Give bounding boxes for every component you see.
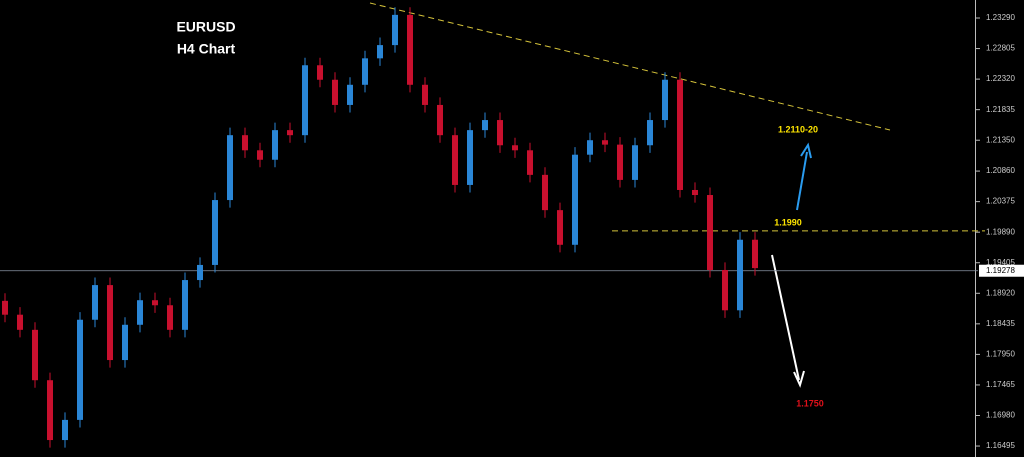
candle-body [347, 84, 353, 105]
y-tick-label: 1.21835 [986, 105, 1015, 114]
candle-body [77, 319, 83, 420]
candle-body [212, 200, 218, 265]
candle-body [557, 210, 563, 245]
candle-body [647, 120, 653, 146]
candle-body [287, 130, 293, 136]
candle-body [692, 189, 698, 196]
y-tick-label: 1.16980 [986, 411, 1015, 420]
candle-body [122, 324, 128, 361]
candle-body [677, 79, 683, 190]
candle-body [47, 380, 53, 441]
y-tick-label: 1.19890 [986, 227, 1015, 236]
candle-body [182, 280, 188, 330]
candle-body [752, 239, 758, 269]
candle-body [32, 329, 38, 381]
arrow-down [771, 254, 800, 381]
candle-body [302, 65, 308, 136]
y-tick-label: 1.16495 [986, 441, 1015, 450]
candle-body [107, 285, 113, 361]
candle-body [167, 305, 173, 330]
candle-body [152, 300, 158, 306]
candle-body [62, 419, 68, 441]
chart-subtitle: H4 Chart [177, 41, 236, 57]
candle-body [392, 14, 398, 46]
candle-body [332, 79, 338, 105]
candle-body [197, 264, 203, 281]
y-tick-label: 1.20375 [986, 197, 1015, 206]
candle-body [632, 145, 638, 180]
candle-body [482, 120, 488, 131]
candle-body [2, 300, 8, 315]
candle-body [542, 174, 548, 211]
candle-body [617, 144, 623, 180]
candle-body [272, 130, 278, 160]
candle-body [572, 154, 578, 245]
y-tick-label: 1.18435 [986, 319, 1015, 328]
y-tick-label: 1.17465 [986, 380, 1015, 389]
current-price-box [979, 264, 1024, 277]
candle-body [737, 239, 743, 311]
candle-body [242, 135, 248, 151]
support-label: 1.1990 [774, 217, 802, 227]
y-tick-label: 1.21350 [986, 135, 1015, 144]
candle-body [227, 135, 233, 201]
candle-body [602, 140, 608, 145]
candle-body [137, 300, 143, 325]
candle-body [497, 120, 503, 146]
candle-body [722, 269, 728, 311]
chart-title: EURUSD [176, 19, 235, 35]
candle-body [452, 135, 458, 185]
y-tick-label: 1.17950 [986, 349, 1015, 358]
candle-body [17, 314, 23, 330]
candle-body [662, 79, 668, 121]
y-tick-label: 1.19405 [986, 258, 1015, 267]
arrow-up [796, 151, 808, 211]
candle-body [317, 65, 323, 80]
candle-body [92, 285, 98, 320]
candle-body [422, 84, 428, 105]
candle-body [527, 150, 533, 175]
target-up-label: 1.2110-20 [778, 124, 818, 134]
candle-body [587, 140, 593, 155]
arrow-down-head [793, 370, 805, 388]
candle-body [257, 150, 263, 160]
candle-body [707, 195, 713, 270]
target-down-label: 1.1750 [796, 398, 824, 408]
candle-body [362, 58, 368, 85]
y-tick-label: 1.23290 [986, 13, 1015, 22]
y-tick-label: 1.22320 [986, 74, 1015, 83]
y-tick-label: 1.18920 [986, 288, 1015, 297]
y-tick-label: 1.20860 [986, 166, 1015, 175]
arrow-up-head [800, 142, 812, 159]
candle-body [512, 145, 518, 151]
candle-body [467, 130, 473, 185]
y-tick-label: 1.22805 [986, 44, 1015, 53]
candle-body [407, 14, 413, 85]
candle-body [377, 45, 383, 59]
candle-body [437, 104, 443, 136]
current-price-label: 1.19278 [986, 266, 1015, 275]
